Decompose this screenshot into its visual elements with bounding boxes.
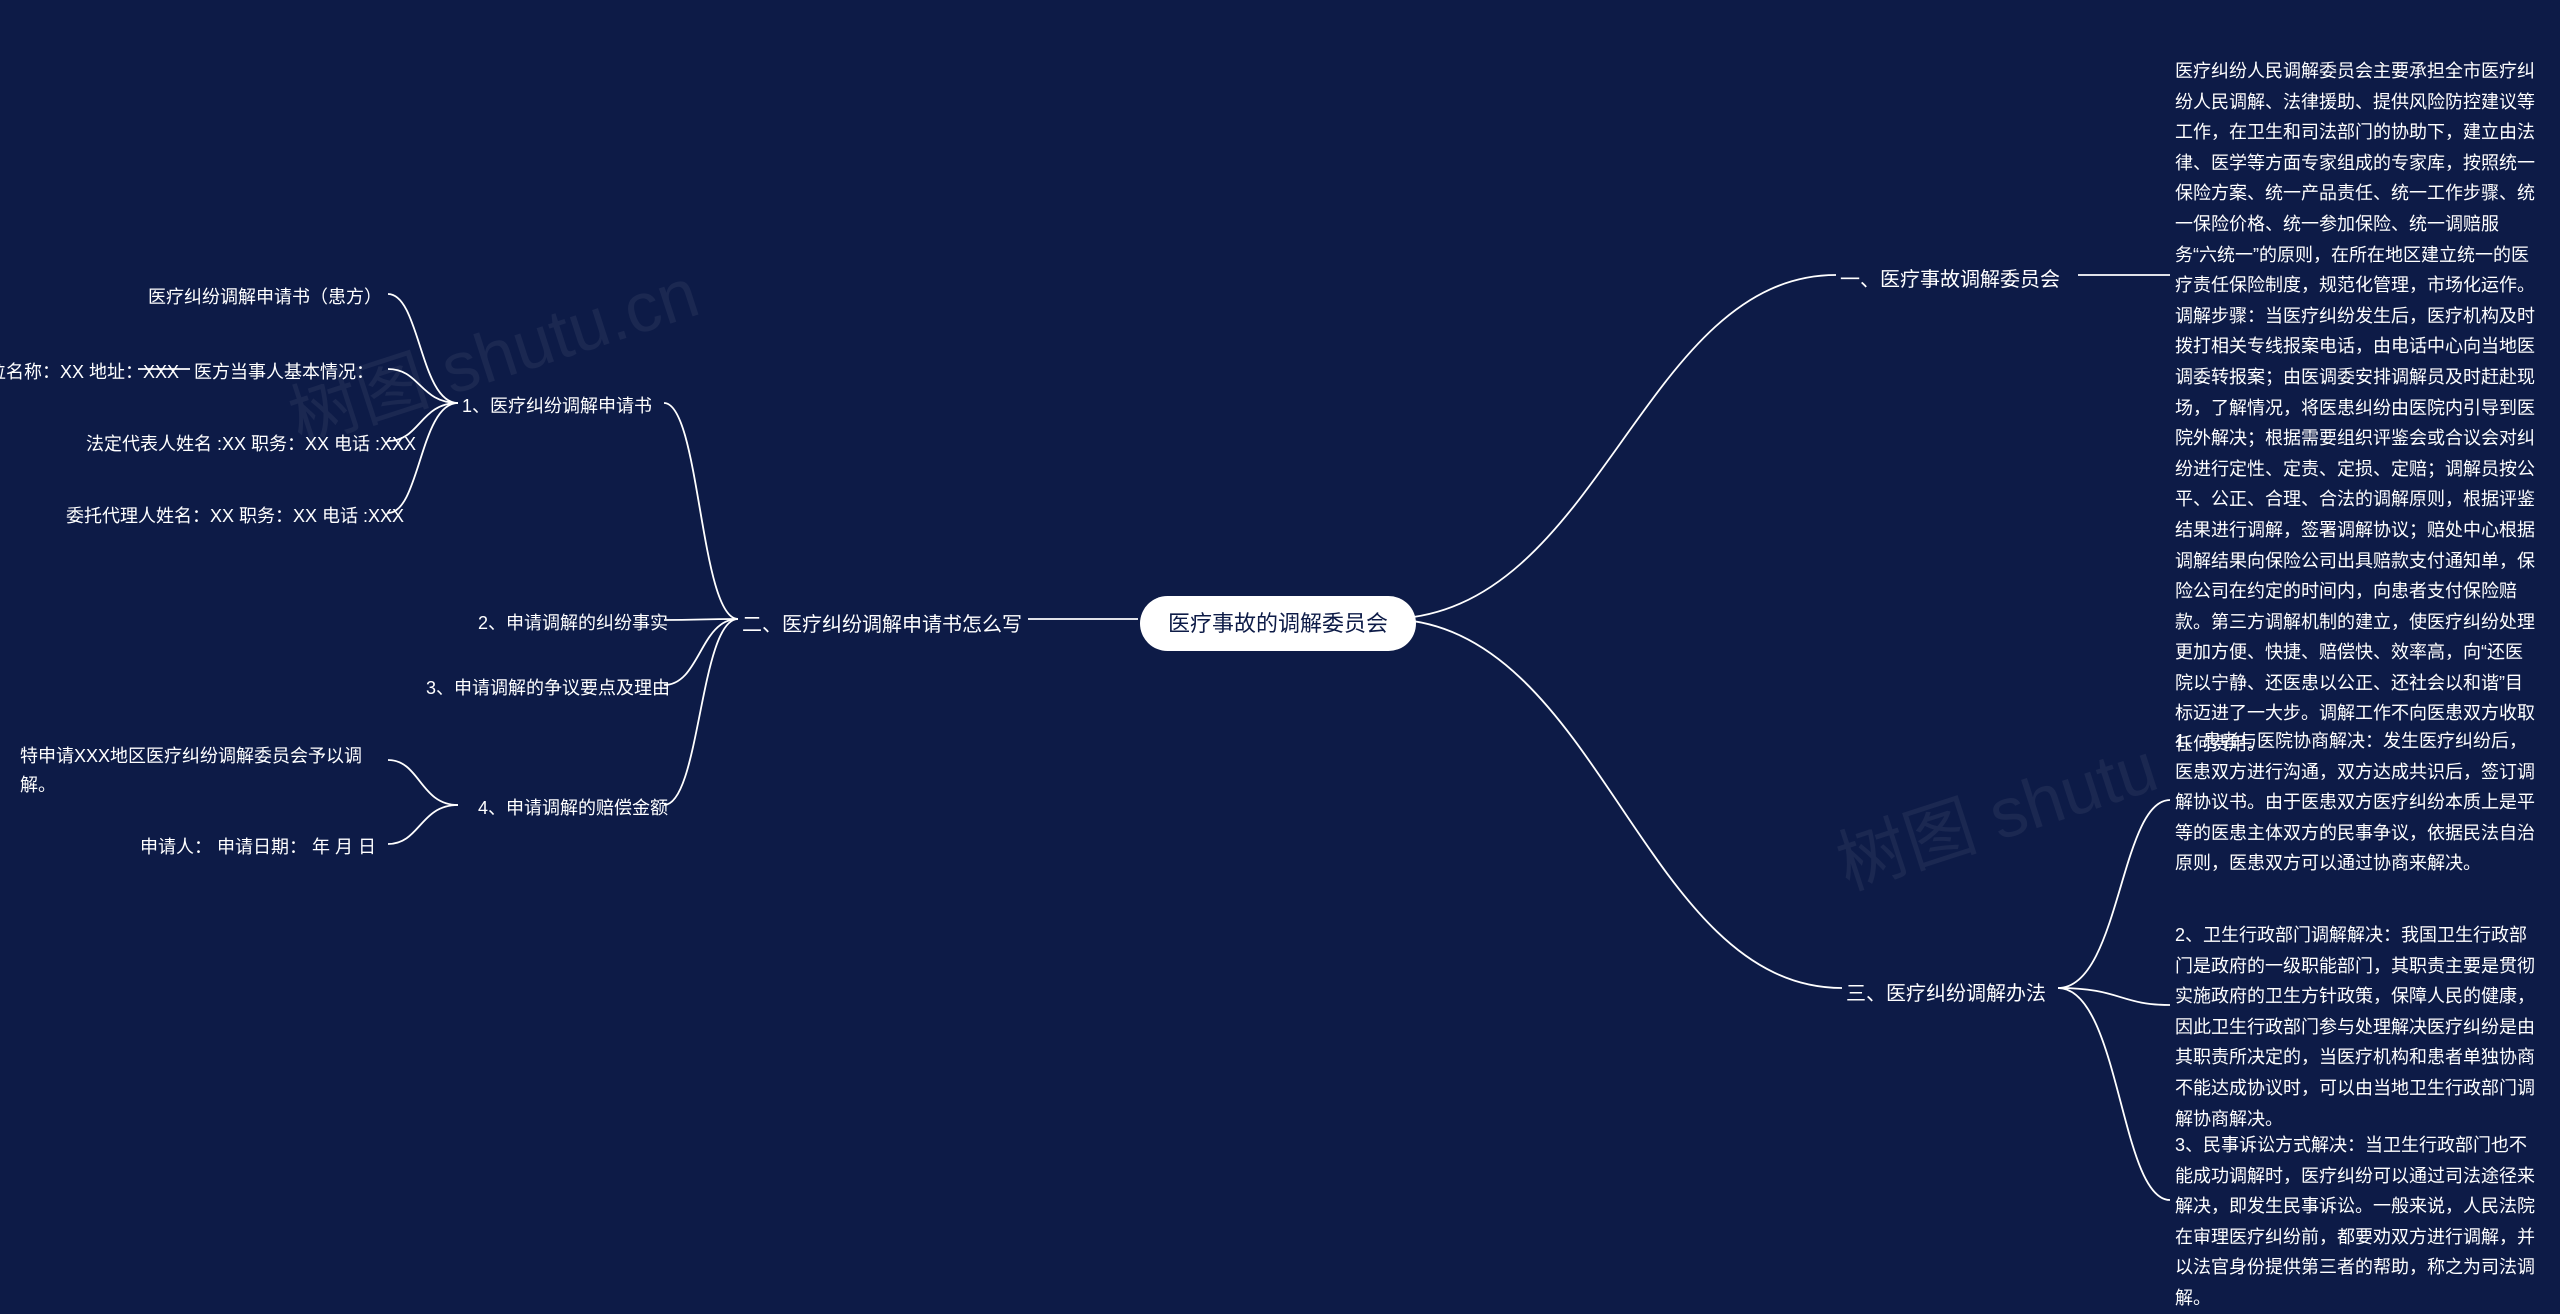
right-branch-2-child-2: 2、卫生行政部门调解解决：我国卫生行政部门是政府的一级职能部门，其职责主要是贯彻…	[2175, 920, 2535, 1134]
left-sub-1-child-2-ext: 医方当事人单位名称：XX 地址：XXX	[0, 356, 136, 389]
left-sub-3: 3、申请调解的争议要点及理由	[426, 672, 670, 705]
left-sub-1-child-1: 医疗纠纷调解申请书（患方）	[148, 281, 382, 314]
left-sub-4-child-2: 申请人： 申请日期： 年 月 日	[140, 831, 376, 864]
right-branch-2-child-1: 1、患者与医院协商解决：发生医疗纠纷后，医患双方进行沟通，双方达成共识后，签订调…	[2175, 726, 2535, 879]
left-sub-4: 4、申请调解的赔偿金额	[478, 792, 668, 825]
right-branch-2-child-3: 3、民事诉讼方式解决：当卫生行政部门也不能成功调解时，医疗纠纷可以通过司法途径来…	[2175, 1130, 2535, 1314]
right-branch-2: 三、医疗纠纷调解办法	[1846, 974, 2046, 1014]
left-branch: 二、医疗纠纷调解申请书怎么写	[742, 605, 1022, 645]
center-node: 医疗事故的调解委员会	[1140, 596, 1416, 651]
right-branch-1: 一、医疗事故调解委员会	[1840, 260, 2060, 300]
mindmap-canvas: 树图 shutu.cn 树图 shutu	[0, 0, 2560, 1311]
left-sub-1: 1、医疗纠纷调解申请书	[462, 390, 652, 423]
left-sub-2: 2、申请调解的纠纷事实	[478, 607, 668, 640]
center-label: 医疗事故的调解委员会	[1168, 611, 1388, 636]
left-sub-1-child-2: 医方当事人基本情况：	[194, 356, 374, 389]
left-sub-1-child-4: 委托代理人姓名：XX 职务：XX 电话 :XXX	[66, 500, 404, 533]
watermark-2: 树图 shutu	[1822, 711, 2168, 909]
left-sub-4-child-1: 特申请XXX地区医疗纠纷调解委员会予以调解。	[20, 740, 390, 802]
right-branch-1-detail: 医疗纠纷人民调解委员会主要承担全市医疗纠纷人民调解、法律援助、提供风险防控建议等…	[2175, 56, 2535, 760]
left-sub-1-child-3: 法定代表人姓名 :XX 职务：XX 电话 :XXX	[86, 428, 416, 461]
